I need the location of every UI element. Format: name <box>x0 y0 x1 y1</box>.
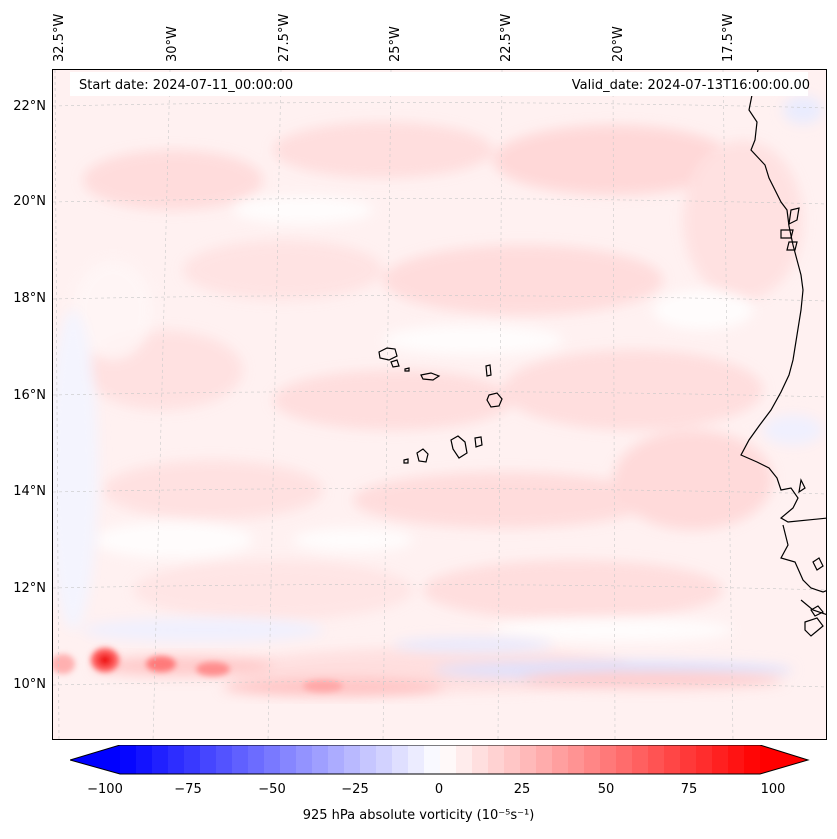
colorbar-extend-max <box>760 745 808 774</box>
colorbar-segment <box>728 745 745 774</box>
lon-label: 22.5°W <box>499 13 514 62</box>
lon-label: 30°W <box>165 26 180 62</box>
colorbar-tick-label: −50 <box>258 782 286 797</box>
colorbar-tick-label: 0 <box>434 782 444 797</box>
colorbar-tick-label: 25 <box>513 782 531 797</box>
colorbar-segment <box>120 745 137 774</box>
colorbar-segment <box>616 745 633 774</box>
colorbar-segment <box>632 745 649 774</box>
lat-label: 14°N <box>13 484 46 499</box>
colorbar-segment <box>248 745 265 774</box>
vorticity-map[interactable] <box>53 70 827 740</box>
colorbar-segment <box>440 745 457 774</box>
colorbar-segment <box>552 745 569 774</box>
colorbar-segment <box>312 745 329 774</box>
colorbar-segment <box>216 745 233 774</box>
valid-date-label: Valid_date: 2024-07-13T16:00:00.00 <box>571 78 810 93</box>
colorbar-segment <box>296 745 313 774</box>
colorbar-segment <box>600 745 617 774</box>
colorbar <box>70 745 810 775</box>
colorbar-segment <box>328 745 345 774</box>
colorbar-segment <box>568 745 585 774</box>
colorbar-segment <box>744 745 761 774</box>
colorbar-segment <box>680 745 697 774</box>
lat-label: 12°N <box>13 581 46 596</box>
colorbar-segment <box>136 745 153 774</box>
colorbar-segment <box>344 745 361 774</box>
colorbar-segment <box>232 745 249 774</box>
colorbar-tick-label: 75 <box>680 782 698 797</box>
colorbar-segment <box>696 745 713 774</box>
colorbar-segment <box>712 745 729 774</box>
colorbar-segment <box>664 745 681 774</box>
colorbar-tick-label: −75 <box>174 782 202 797</box>
colorbar-segment <box>424 745 441 774</box>
lat-label: 20°N <box>13 194 46 209</box>
colorbar-segments <box>70 745 808 774</box>
vorticity-field-positive <box>83 122 803 692</box>
colorbar-segment <box>168 745 185 774</box>
lat-label: 22°N <box>13 99 46 114</box>
colorbar-segment <box>392 745 409 774</box>
colorbar-segment <box>536 745 553 774</box>
cape-verde-islands <box>378 347 503 464</box>
colorbar-segment <box>472 745 489 774</box>
colorbar-segment <box>152 745 169 774</box>
africa-coastline <box>740 70 826 637</box>
colorbar-tick-label: −25 <box>341 782 369 797</box>
colorbar-segment <box>280 745 297 774</box>
colorbar-segment <box>184 745 201 774</box>
colorbar-segment <box>504 745 521 774</box>
lon-label: 20°W <box>611 26 626 62</box>
map-panel[interactable] <box>52 69 827 740</box>
colorbar-segment <box>264 745 281 774</box>
lon-label: 27.5°W <box>277 13 292 62</box>
colorbar-outline <box>70 745 810 775</box>
colorbar-segment <box>520 745 537 774</box>
colorbar-segment <box>584 745 601 774</box>
vorticity-field-neutral <box>73 196 753 642</box>
start-date-label: Start date: 2024-07-11_00:00:00 <box>79 78 294 93</box>
vorticity-band-south <box>53 648 783 696</box>
date-header-band <box>70 72 808 96</box>
colorbar-segment <box>360 745 377 774</box>
lat-label: 16°N <box>13 388 46 403</box>
colorbar-tick-label: 50 <box>597 782 615 797</box>
colorbar-extend-min <box>70 745 120 774</box>
colorbar-segment <box>488 745 505 774</box>
lon-label: 25°W <box>388 26 403 62</box>
lat-label: 10°N <box>13 677 46 692</box>
colorbar-segment <box>408 745 425 774</box>
lat-label: 18°N <box>13 291 46 306</box>
lon-label: 32.5°W <box>52 13 67 62</box>
colorbar-label: 925 hPa absolute vorticity (10⁻⁵s⁻¹) <box>302 808 535 823</box>
colorbar-segment <box>200 745 217 774</box>
colorbar-tick-label: 100 <box>760 782 786 797</box>
colorbar-segment <box>456 745 473 774</box>
gridlines <box>53 70 826 739</box>
colorbar-segment <box>648 745 665 774</box>
colorbar-tick-label: −100 <box>87 782 123 797</box>
colorbar-segment <box>376 745 393 774</box>
lon-label: 17.5°W <box>721 13 736 62</box>
